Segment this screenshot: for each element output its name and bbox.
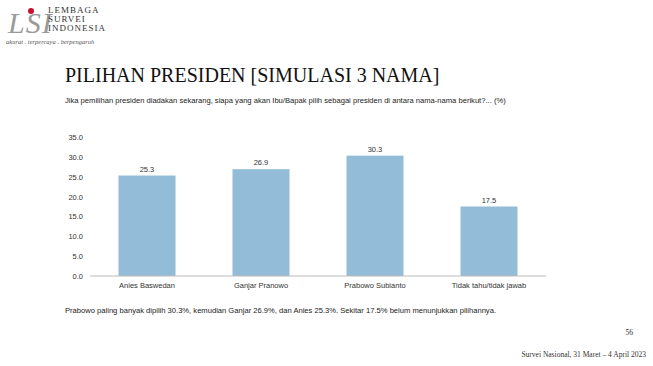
logo: LSI (7, 6, 54, 39)
x-axis (90, 276, 546, 277)
subtitle: Jika pemilihan presiden diadakan sekaran… (65, 96, 506, 105)
data-label: 30.3 (368, 145, 383, 154)
logo-dot (28, 8, 34, 14)
title: PILIHAN PRESIDEN [SIMULASI 3 NAMA] (65, 64, 439, 86)
x-tick-label: Ganjar Pranowo (234, 281, 288, 290)
y-tick-label: 35.0 (68, 133, 83, 142)
y-tick-label: 10.0 (68, 232, 83, 241)
x-tick-label: Prabowo Subianto (344, 281, 405, 290)
page: LSILEMBAGASURVEIINDONESIAakurat . terper… (0, 0, 653, 366)
x-tick-label: Tidak tahu/tidak jawab (452, 281, 526, 290)
bars (119, 156, 518, 276)
bar (119, 176, 176, 276)
bar (461, 207, 518, 277)
y-tick-label: 30.0 (68, 153, 83, 162)
annotation: Prabowo paling banyak dipilih 30.3%, kem… (65, 306, 496, 315)
data-label: 17.5 (482, 196, 497, 205)
data-label: 25.3 (140, 165, 155, 174)
org-name: INDONESIA (48, 23, 106, 33)
y-tick-label: 0.0 (73, 272, 83, 281)
data-label: 26.9 (254, 158, 269, 167)
bar (347, 156, 404, 276)
x-tick-label: Anies Baswedan (119, 281, 175, 290)
page-number: 56 (626, 328, 634, 337)
y-tick-label: 5.0 (73, 252, 83, 261)
y-tick-label: 25.0 (68, 173, 83, 182)
y-tick-label: 20.0 (68, 193, 83, 202)
bar (233, 169, 290, 276)
source: Survei Nasional, 31 Maret – 4 April 2023 (521, 350, 646, 359)
tagline: akurat . terpercaya . berpengaruh (6, 38, 94, 45)
y-tick-label: 15.0 (68, 212, 83, 221)
